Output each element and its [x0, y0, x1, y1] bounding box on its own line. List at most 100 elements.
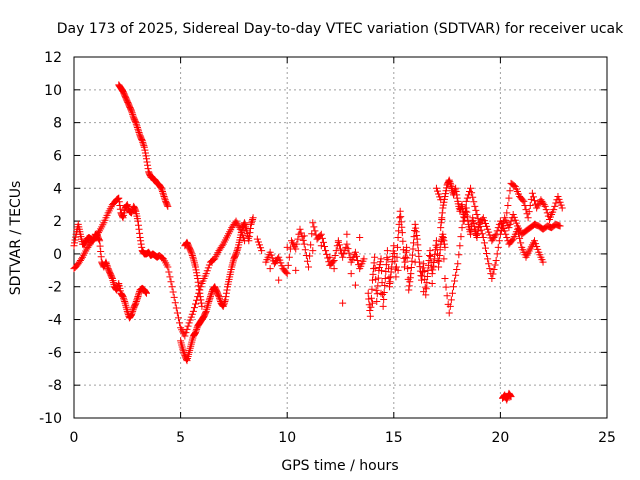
- data-point-interp: [374, 274, 382, 282]
- data-point-interp: [533, 243, 541, 251]
- data-point-interp: [244, 234, 252, 242]
- data-point-interp: [490, 265, 498, 273]
- data-point: [377, 289, 385, 297]
- data-point-interp: [163, 201, 171, 209]
- data-point-interp: [486, 231, 494, 239]
- data-point-interp: [456, 242, 464, 250]
- data-point-interp: [415, 252, 423, 260]
- data-point-interp: [170, 293, 178, 301]
- data-point: [134, 293, 142, 301]
- data-point-interp: [103, 211, 111, 219]
- data-point-interp: [491, 261, 499, 269]
- data-point-interp: [194, 278, 202, 286]
- data-point-interp: [429, 266, 437, 274]
- data-point-interp: [139, 140, 147, 148]
- data-point-interp: [132, 120, 140, 128]
- data-point-interp: [202, 309, 210, 317]
- data-point-interp: [421, 283, 429, 291]
- data-point-interp: [497, 226, 505, 234]
- data-point-interp: [286, 245, 294, 253]
- data-point-interp: [376, 261, 384, 269]
- data-point-interp: [463, 212, 471, 220]
- data-point: [339, 299, 347, 307]
- data-point-interp: [267, 251, 275, 259]
- data-point-interp: [131, 206, 139, 214]
- data-point-interp: [507, 238, 515, 246]
- data-point-interp: [490, 234, 498, 241]
- data-point-interp: [216, 296, 224, 304]
- data-point-interp: [376, 258, 384, 266]
- y-tick-label: -4: [48, 313, 62, 329]
- x-tick-label: 5: [176, 430, 185, 446]
- data-point: [386, 279, 394, 287]
- data-point-interp: [436, 252, 444, 260]
- data-point-interp: [459, 217, 467, 225]
- data-point-interp: [301, 246, 309, 254]
- series-track-4: [134, 284, 150, 301]
- data-point-interp: [555, 195, 563, 203]
- data-point-interp: [480, 239, 488, 247]
- data-point-interp: [480, 217, 488, 225]
- data-point-interp: [214, 291, 222, 299]
- data-point-interp: [469, 193, 477, 201]
- data-point-interp: [408, 257, 416, 265]
- data-point-interp: [387, 268, 395, 276]
- data-point: [484, 255, 492, 263]
- data-point-interp: [321, 243, 329, 251]
- data-point: [445, 309, 453, 317]
- data-point-interp: [525, 247, 533, 255]
- data-point-interp: [435, 257, 443, 265]
- data-point-interp: [207, 291, 215, 299]
- data-point: [503, 209, 511, 217]
- x-tick-label: 20: [491, 430, 509, 446]
- data-point-interp: [515, 190, 523, 198]
- data-point-interp: [99, 221, 107, 229]
- data-point-interp: [166, 273, 174, 281]
- data-point: [509, 211, 517, 219]
- x-tick-label: 25: [598, 430, 616, 446]
- data-point: [317, 242, 325, 250]
- data-point-interp: [493, 250, 501, 258]
- data-point-interp: [481, 244, 489, 252]
- data-point-interp: [453, 265, 461, 273]
- data-point-interp: [192, 300, 200, 308]
- data-point-interp: [163, 261, 171, 269]
- data-point-interp: [476, 222, 484, 230]
- data-point: [198, 302, 206, 310]
- data-point: [528, 189, 536, 197]
- data-point-interp: [392, 263, 400, 271]
- data-point-interp: [423, 272, 431, 280]
- data-point-interp: [108, 273, 116, 281]
- data-point-interp: [129, 306, 137, 314]
- data-point-interp: [133, 124, 141, 132]
- data-point-interp: [447, 296, 455, 304]
- data-point-interp: [114, 195, 122, 203]
- data-point-interp: [427, 252, 435, 260]
- data-point-interp: [118, 291, 126, 299]
- data-point: [381, 275, 389, 283]
- data-point-interp: [127, 208, 135, 216]
- data-point-interp: [402, 253, 410, 261]
- data-point: [339, 253, 347, 261]
- data-point-interp: [367, 303, 375, 311]
- data-point: [70, 242, 78, 250]
- data-point-interp: [505, 390, 513, 398]
- data-point-interp: [182, 355, 190, 363]
- data-point: [524, 214, 532, 222]
- data-point: [347, 270, 355, 278]
- data-point-interp: [483, 222, 491, 230]
- series-track-13: [432, 184, 564, 317]
- data-point-interp: [340, 250, 348, 258]
- data-point: [258, 247, 266, 255]
- data-point-interp: [141, 146, 149, 154]
- data-point: [140, 143, 148, 151]
- data-point-interp: [372, 286, 380, 294]
- data-point-interp: [116, 287, 124, 295]
- data-point-interp: [426, 252, 434, 260]
- data-point-interp: [245, 233, 253, 241]
- data-point-interp: [214, 249, 222, 257]
- data-point-interp: [406, 274, 414, 282]
- data-point: [398, 229, 406, 237]
- data-point-interp: [443, 184, 451, 192]
- data-point-interp: [257, 244, 265, 252]
